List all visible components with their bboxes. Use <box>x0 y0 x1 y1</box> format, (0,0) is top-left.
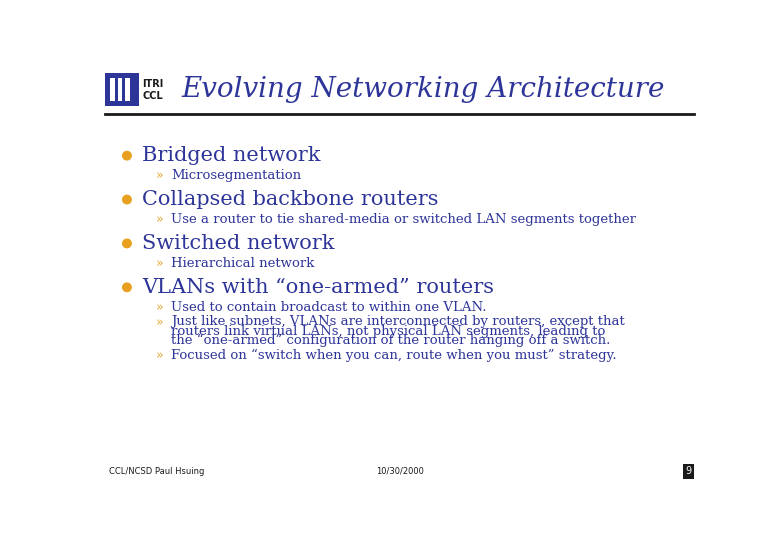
Text: the “one-armed” configuration of the router hanging off a switch.: the “one-armed” configuration of the rou… <box>171 334 611 347</box>
FancyBboxPatch shape <box>110 78 115 101</box>
Text: Collapsed backbone routers: Collapsed backbone routers <box>143 190 439 209</box>
Text: ITRI: ITRI <box>143 79 164 89</box>
FancyBboxPatch shape <box>118 78 122 101</box>
Text: 9: 9 <box>685 467 691 476</box>
Text: Switched network: Switched network <box>143 234 335 253</box>
Text: Used to contain broadcast to within one VLAN.: Used to contain broadcast to within one … <box>171 301 487 314</box>
Text: Evolving Networking Architecture: Evolving Networking Architecture <box>181 76 665 103</box>
Text: »: » <box>156 349 163 362</box>
Text: 10/30/2000: 10/30/2000 <box>376 467 424 476</box>
Text: Hierarchical network: Hierarchical network <box>171 257 314 270</box>
Text: CCL/NCSD Paul Hsuing: CCL/NCSD Paul Hsuing <box>109 467 204 476</box>
Text: CCL: CCL <box>143 91 163 100</box>
FancyBboxPatch shape <box>105 72 140 106</box>
Text: »: » <box>156 301 163 314</box>
Circle shape <box>122 195 131 204</box>
Text: »: » <box>156 315 163 328</box>
Circle shape <box>122 239 131 248</box>
Text: Just like subnets, VLANs are interconnected by routers, except that: Just like subnets, VLANs are interconnec… <box>171 315 625 328</box>
FancyBboxPatch shape <box>126 78 130 101</box>
Text: Microsegmentation: Microsegmentation <box>171 169 301 182</box>
Text: »: » <box>156 169 163 182</box>
Circle shape <box>122 151 131 160</box>
Circle shape <box>122 283 131 292</box>
Text: »: » <box>156 213 163 226</box>
Text: »: » <box>156 257 163 270</box>
Text: routers link virtual LANs, not physical LAN segments, leading to: routers link virtual LANs, not physical … <box>171 325 605 338</box>
Text: Bridged network: Bridged network <box>143 146 321 165</box>
Text: VLANs with “one-armed” routers: VLANs with “one-armed” routers <box>143 278 495 297</box>
Text: Use a router to tie shared-media or switched LAN segments together: Use a router to tie shared-media or swit… <box>171 213 636 226</box>
Text: Focused on “switch when you can, route when you must” strategy.: Focused on “switch when you can, route w… <box>171 348 617 362</box>
